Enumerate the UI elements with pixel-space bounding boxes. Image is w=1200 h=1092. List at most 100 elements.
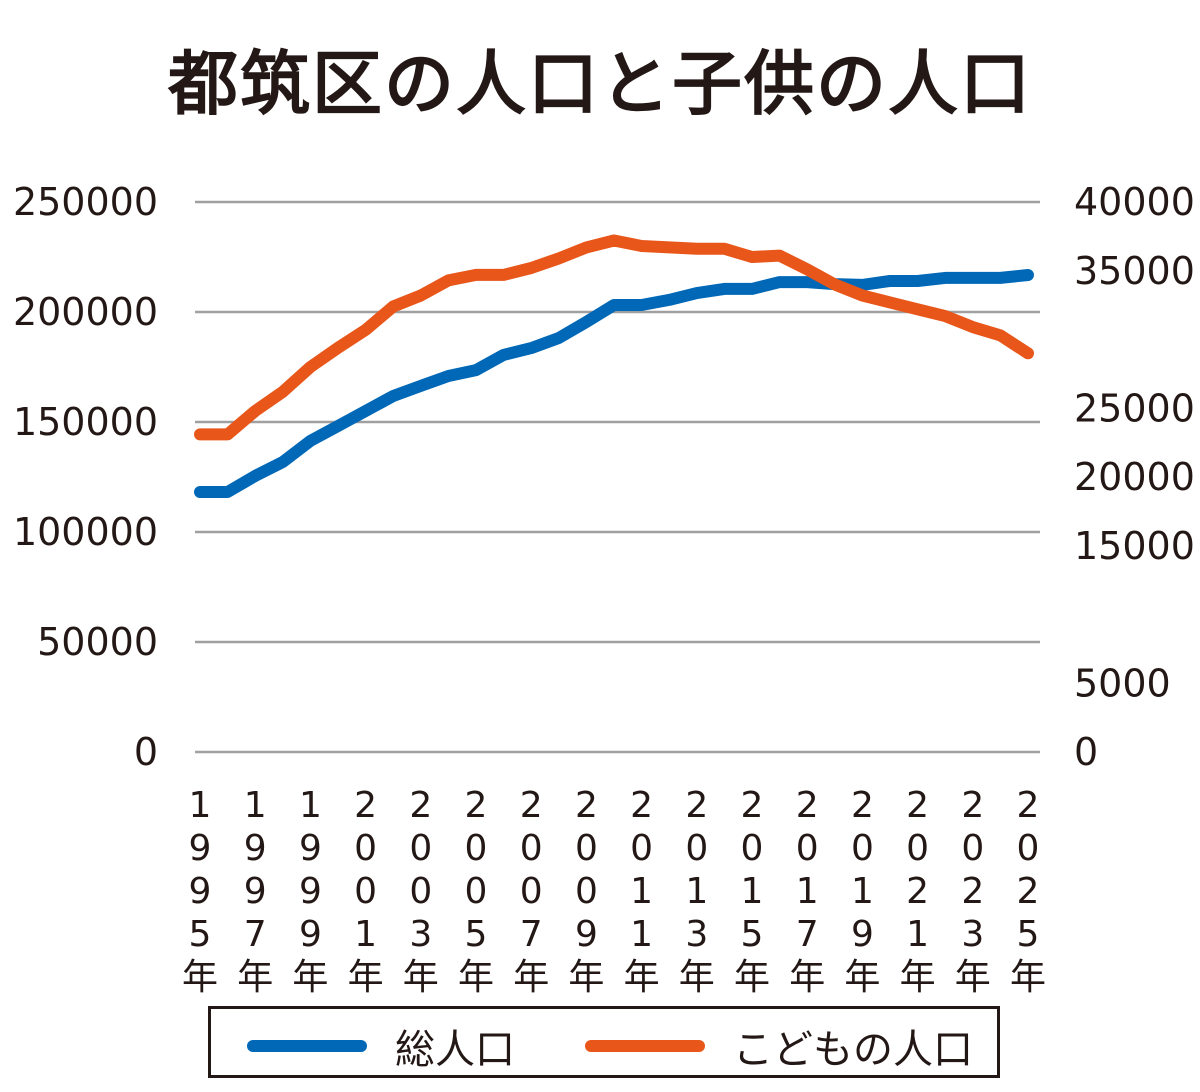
plot-area: 0 50000 100000 150000 200000 250000 0 5000 15000… [13, 180, 1195, 998]
data-point [861, 295, 863, 296]
data-point [309, 440, 311, 442]
y-left-tick-label: 250000 [13, 180, 158, 224]
data-point [447, 279, 449, 281]
data-point [558, 257, 560, 259]
y-left-tick-label: 150000 [13, 400, 158, 444]
data-point [972, 326, 974, 328]
data-point [641, 245, 643, 247]
data-point [558, 337, 560, 339]
data-point [199, 491, 201, 493]
data-point [944, 315, 946, 317]
data-point [696, 248, 698, 250]
data-point [806, 281, 808, 283]
y-right-tick-label: 5000 [1074, 661, 1171, 705]
data-point [254, 410, 256, 412]
data-point [282, 461, 284, 463]
legend-swatch-total [247, 1040, 367, 1052]
data-point [392, 306, 394, 307]
data-point [999, 277, 1001, 279]
data-point [999, 334, 1001, 336]
data-point [530, 347, 532, 349]
data-point [447, 375, 449, 377]
data-point [337, 347, 339, 349]
data-point [806, 268, 808, 270]
data-point [723, 288, 725, 290]
data-point [309, 366, 311, 368]
data-point [392, 395, 394, 397]
data-point [944, 277, 946, 279]
data-point [779, 255, 781, 257]
data-point [889, 301, 891, 303]
data-point [337, 425, 339, 427]
data-point [917, 308, 919, 310]
data-point [365, 410, 367, 412]
data-point [365, 329, 367, 331]
y-right-tick-label: 15000 [1074, 524, 1195, 568]
data-point [1027, 274, 1029, 276]
data-point [420, 385, 422, 387]
data-point [585, 246, 587, 248]
data-point [889, 280, 891, 282]
y-left-tick-label: 200000 [13, 290, 158, 334]
data-point [917, 280, 919, 282]
legend-swatch-children [585, 1040, 705, 1052]
legend-item-total: 総人口 [247, 1017, 515, 1075]
data-point [227, 433, 229, 435]
series-line-children [194, 234, 1034, 441]
data-point [503, 354, 505, 356]
y-right-tick-label: 25000 [1074, 386, 1195, 430]
y-right-tick-label: 20000 [1074, 455, 1195, 499]
data-point [696, 292, 698, 294]
data-point [613, 304, 615, 306]
data-point [641, 304, 643, 306]
legend: 総人口 こどもの人口 [208, 1006, 1000, 1078]
y-right-tick-label: 40000 [1074, 180, 1195, 224]
y-left-tick-label: 0 [134, 730, 158, 774]
data-point [420, 295, 422, 296]
data-point [668, 299, 670, 301]
data-point [723, 248, 725, 250]
data-point [972, 277, 974, 279]
data-point [1027, 352, 1029, 354]
data-point [282, 391, 284, 393]
legend-item-children: こどもの人口 [585, 1017, 973, 1075]
data-point [475, 369, 477, 371]
data-point [779, 281, 781, 283]
data-point [861, 284, 863, 286]
data-point [503, 274, 505, 276]
y-left-tick-label: 50000 [37, 620, 158, 664]
chart-title: 都筑区の人口と子供の人口 [168, 43, 1032, 125]
data-point [585, 321, 587, 323]
legend-label-total: 総人口 [395, 1027, 515, 1073]
y-left-tick-label: 100000 [13, 510, 158, 554]
data-point [613, 240, 615, 241]
data-point [254, 475, 256, 477]
data-point [834, 284, 836, 285]
data-point [227, 491, 229, 493]
data-point [668, 246, 670, 248]
data-point [199, 433, 201, 435]
data-point [475, 274, 477, 276]
legend-label-children: こどもの人口 [733, 1027, 973, 1073]
data-point [530, 267, 532, 269]
data-point [751, 256, 753, 258]
y-right-tick-label: 35000 [1074, 249, 1195, 293]
data-point [751, 288, 753, 290]
y-right-tick-label: 0 [1074, 730, 1098, 774]
